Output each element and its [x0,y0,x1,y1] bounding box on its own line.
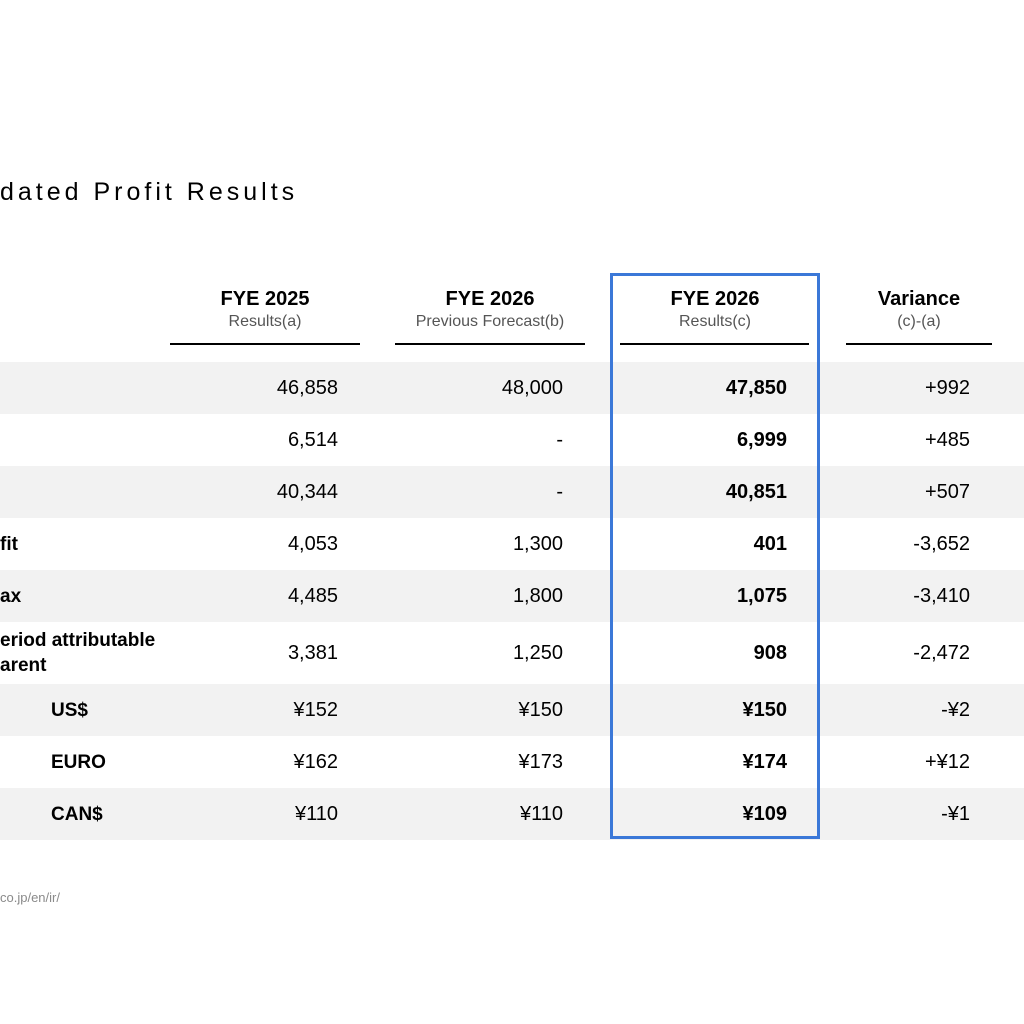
cell-fye2025: ¥162 [293,750,339,773]
row-label-line: arent [0,655,47,676]
header-underline [170,343,360,345]
cell-results: ¥174 [742,750,788,773]
table-row: fit 4,053 1,300 401 -3,652 [0,518,1024,570]
table-row: 6,514 - 6,999 +485 [0,414,1024,466]
table-row: CAN$ ¥110 ¥110 ¥109 -¥1 [0,788,1024,840]
table-row: US$ ¥152 ¥150 ¥150 -¥2 [0,684,1024,736]
column-header-subtitle: Previous Forecast(b) [415,313,565,330]
column-header-variance: Variance (c)-(a) [846,287,992,333]
cell-forecast: 1,300 [512,532,563,555]
table-row: 46,858 48,000 47,850 +992 [0,362,1024,414]
cell-forecast: - [556,480,563,503]
table-row: 40,344 - 40,851 +507 [0,466,1024,518]
cell-fye2025: ¥110 [294,802,338,825]
column-header-title: FYE 2026 [670,288,760,310]
column-header-fye2025-results: FYE 2025 Results(a) [170,287,360,333]
row-label: eriod attributable arent [0,622,155,684]
row-label: CAN$ [51,803,103,825]
table-row: eriod attributable arent 3,381 1,250 908… [0,622,1024,684]
row-label: EURO [51,751,106,773]
cell-forecast: - [556,428,563,451]
cell-variance: -¥2 [941,698,970,721]
cell-results: 401 [753,532,787,555]
header-underline [620,343,809,345]
cell-fye2025: 46,858 [276,376,338,399]
cell-results: 47,850 [725,376,787,399]
cell-results: ¥109 [742,802,788,825]
cell-fye2025: 4,485 [287,584,338,607]
cell-variance: +992 [924,376,970,399]
table-row: ax 4,485 1,800 1,075 -3,410 [0,570,1024,622]
header-underline [395,343,585,345]
cell-fye2025: ¥152 [293,698,339,721]
column-header-fye2026-forecast: FYE 2026 Previous Forecast(b) [395,287,585,333]
cell-variance: +507 [924,480,970,503]
table-row: EURO ¥162 ¥173 ¥174 +¥12 [0,736,1024,788]
column-header-title: FYE 2025 [220,288,310,310]
column-header-subtitle: Results(c) [678,313,751,330]
column-header-fye2026-results: FYE 2026 Results(c) [620,287,810,333]
column-header-subtitle: Results(a) [228,313,302,330]
cell-fye2025: 6,514 [287,428,338,451]
cell-variance: -3,652 [913,532,970,555]
cell-variance: +¥12 [924,750,970,773]
cell-fye2025: 4,053 [287,532,338,555]
cell-fye2025: 3,381 [287,641,338,664]
cell-variance: -2,472 [913,641,970,664]
column-header-subtitle: (c)-(a) [897,313,941,330]
header-underline [846,343,992,345]
cell-forecast: 1,250 [512,641,563,664]
cell-results: 6,999 [736,428,787,451]
cell-results: ¥150 [742,698,788,721]
page-title: dated Profit Results [0,178,299,206]
cell-forecast: ¥150 [518,698,564,721]
column-header-title: FYE 2026 [445,288,535,310]
cell-forecast: 48,000 [501,376,563,399]
cell-results: 40,851 [725,480,787,503]
row-label-line: eriod attributable [0,630,156,651]
cell-variance: -3,410 [913,584,970,607]
cell-variance: -¥1 [941,802,970,825]
row-label: ax [0,585,22,607]
cell-results: 1,075 [736,584,787,607]
cell-forecast: 1,800 [512,584,563,607]
cell-variance: +485 [924,428,970,451]
cell-results: 908 [753,641,787,664]
column-header-title: Variance [877,288,961,310]
row-label: US$ [51,699,88,721]
row-label: fit [0,533,18,555]
cell-forecast: ¥110 [519,802,563,825]
footer-url: co.jp/en/ir/ [0,890,60,905]
cell-fye2025: 40,344 [276,480,338,503]
cell-forecast: ¥173 [518,750,564,773]
